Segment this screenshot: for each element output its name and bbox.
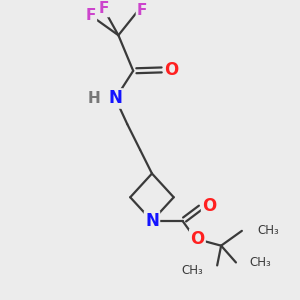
Text: O: O: [202, 197, 216, 215]
Text: N: N: [109, 89, 122, 107]
Text: F: F: [137, 3, 147, 18]
Text: CH₃: CH₃: [250, 256, 272, 269]
Text: F: F: [98, 1, 109, 16]
Text: CH₃: CH₃: [182, 264, 203, 277]
Text: O: O: [165, 61, 179, 79]
Text: N: N: [145, 212, 159, 230]
Text: H: H: [87, 91, 100, 106]
Text: O: O: [190, 230, 205, 248]
Text: CH₃: CH₃: [258, 224, 279, 237]
Text: F: F: [85, 8, 96, 23]
